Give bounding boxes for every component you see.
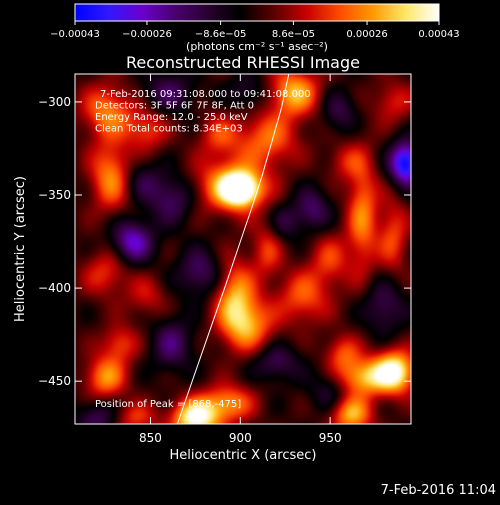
x-axis-label: Heliocentric X (arcsec): [170, 448, 317, 463]
colorbar-tick-label: −8.6e−05: [195, 29, 247, 40]
annotation-line: Detectors: 3F 5F 6F 7F 8F, Att 0: [95, 101, 254, 112]
peak-position-label: Position of Peak = [868,-475]: [95, 399, 241, 410]
y-axis-ticks: −300 −350 −400 −450: [38, 95, 411, 388]
annotations: 7-Feb-2016 09:31:08.000 to 09:41:08.000D…: [95, 89, 311, 135]
footer-timestamp: 7-Feb-2016 11:04: [381, 483, 496, 498]
annotation-line: Clean Total counts: 8.34E+03: [95, 124, 243, 135]
x-axis-ticks: 850 900 950: [139, 74, 342, 445]
colorbar-ticks: −0.00043 −0.00026 −8.6e−05 8.6e−05 0.00026 0.…: [50, 21, 460, 40]
x-tick-label: 850: [139, 431, 162, 445]
y-tick-label: −350: [38, 188, 71, 202]
colorbar: −0.00043 −0.00026 −8.6e−05 8.6e−05 0.00026 0.…: [50, 3, 460, 53]
colorbar-tick-label: 8.6e−05: [272, 29, 315, 40]
y-axis-label: Heliocentric Y (arcsec): [13, 176, 28, 322]
y-tick-label: −450: [38, 374, 71, 388]
heatmap-image: [75, 74, 411, 424]
colorbar-tick-label: 0.00026: [346, 29, 387, 40]
chart-title: Reconstructed RHESSI Image: [126, 53, 360, 72]
colorbar-unit-label: (photons cm⁻² s⁻¹ asec⁻²): [186, 40, 328, 53]
y-tick-label: −300: [38, 95, 71, 109]
colorbar-bar: [74, 3, 440, 22]
colorbar-tick-label: −0.00043: [50, 29, 100, 40]
colorbar-tick-label: −0.00026: [122, 29, 172, 40]
solar-limb-line: [176, 74, 290, 424]
colorbar-tick-label: 0.00043: [418, 29, 459, 40]
annotation-line: Energy Range: 12.0 - 25.0 keV: [95, 112, 248, 123]
x-tick-label: 900: [229, 431, 252, 445]
y-tick-label: −400: [38, 281, 71, 295]
x-tick-label: 950: [319, 431, 342, 445]
annotation-line: 7-Feb-2016 09:31:08.000 to 09:41:08.000: [100, 89, 311, 100]
plot-frame: [74, 73, 412, 425]
